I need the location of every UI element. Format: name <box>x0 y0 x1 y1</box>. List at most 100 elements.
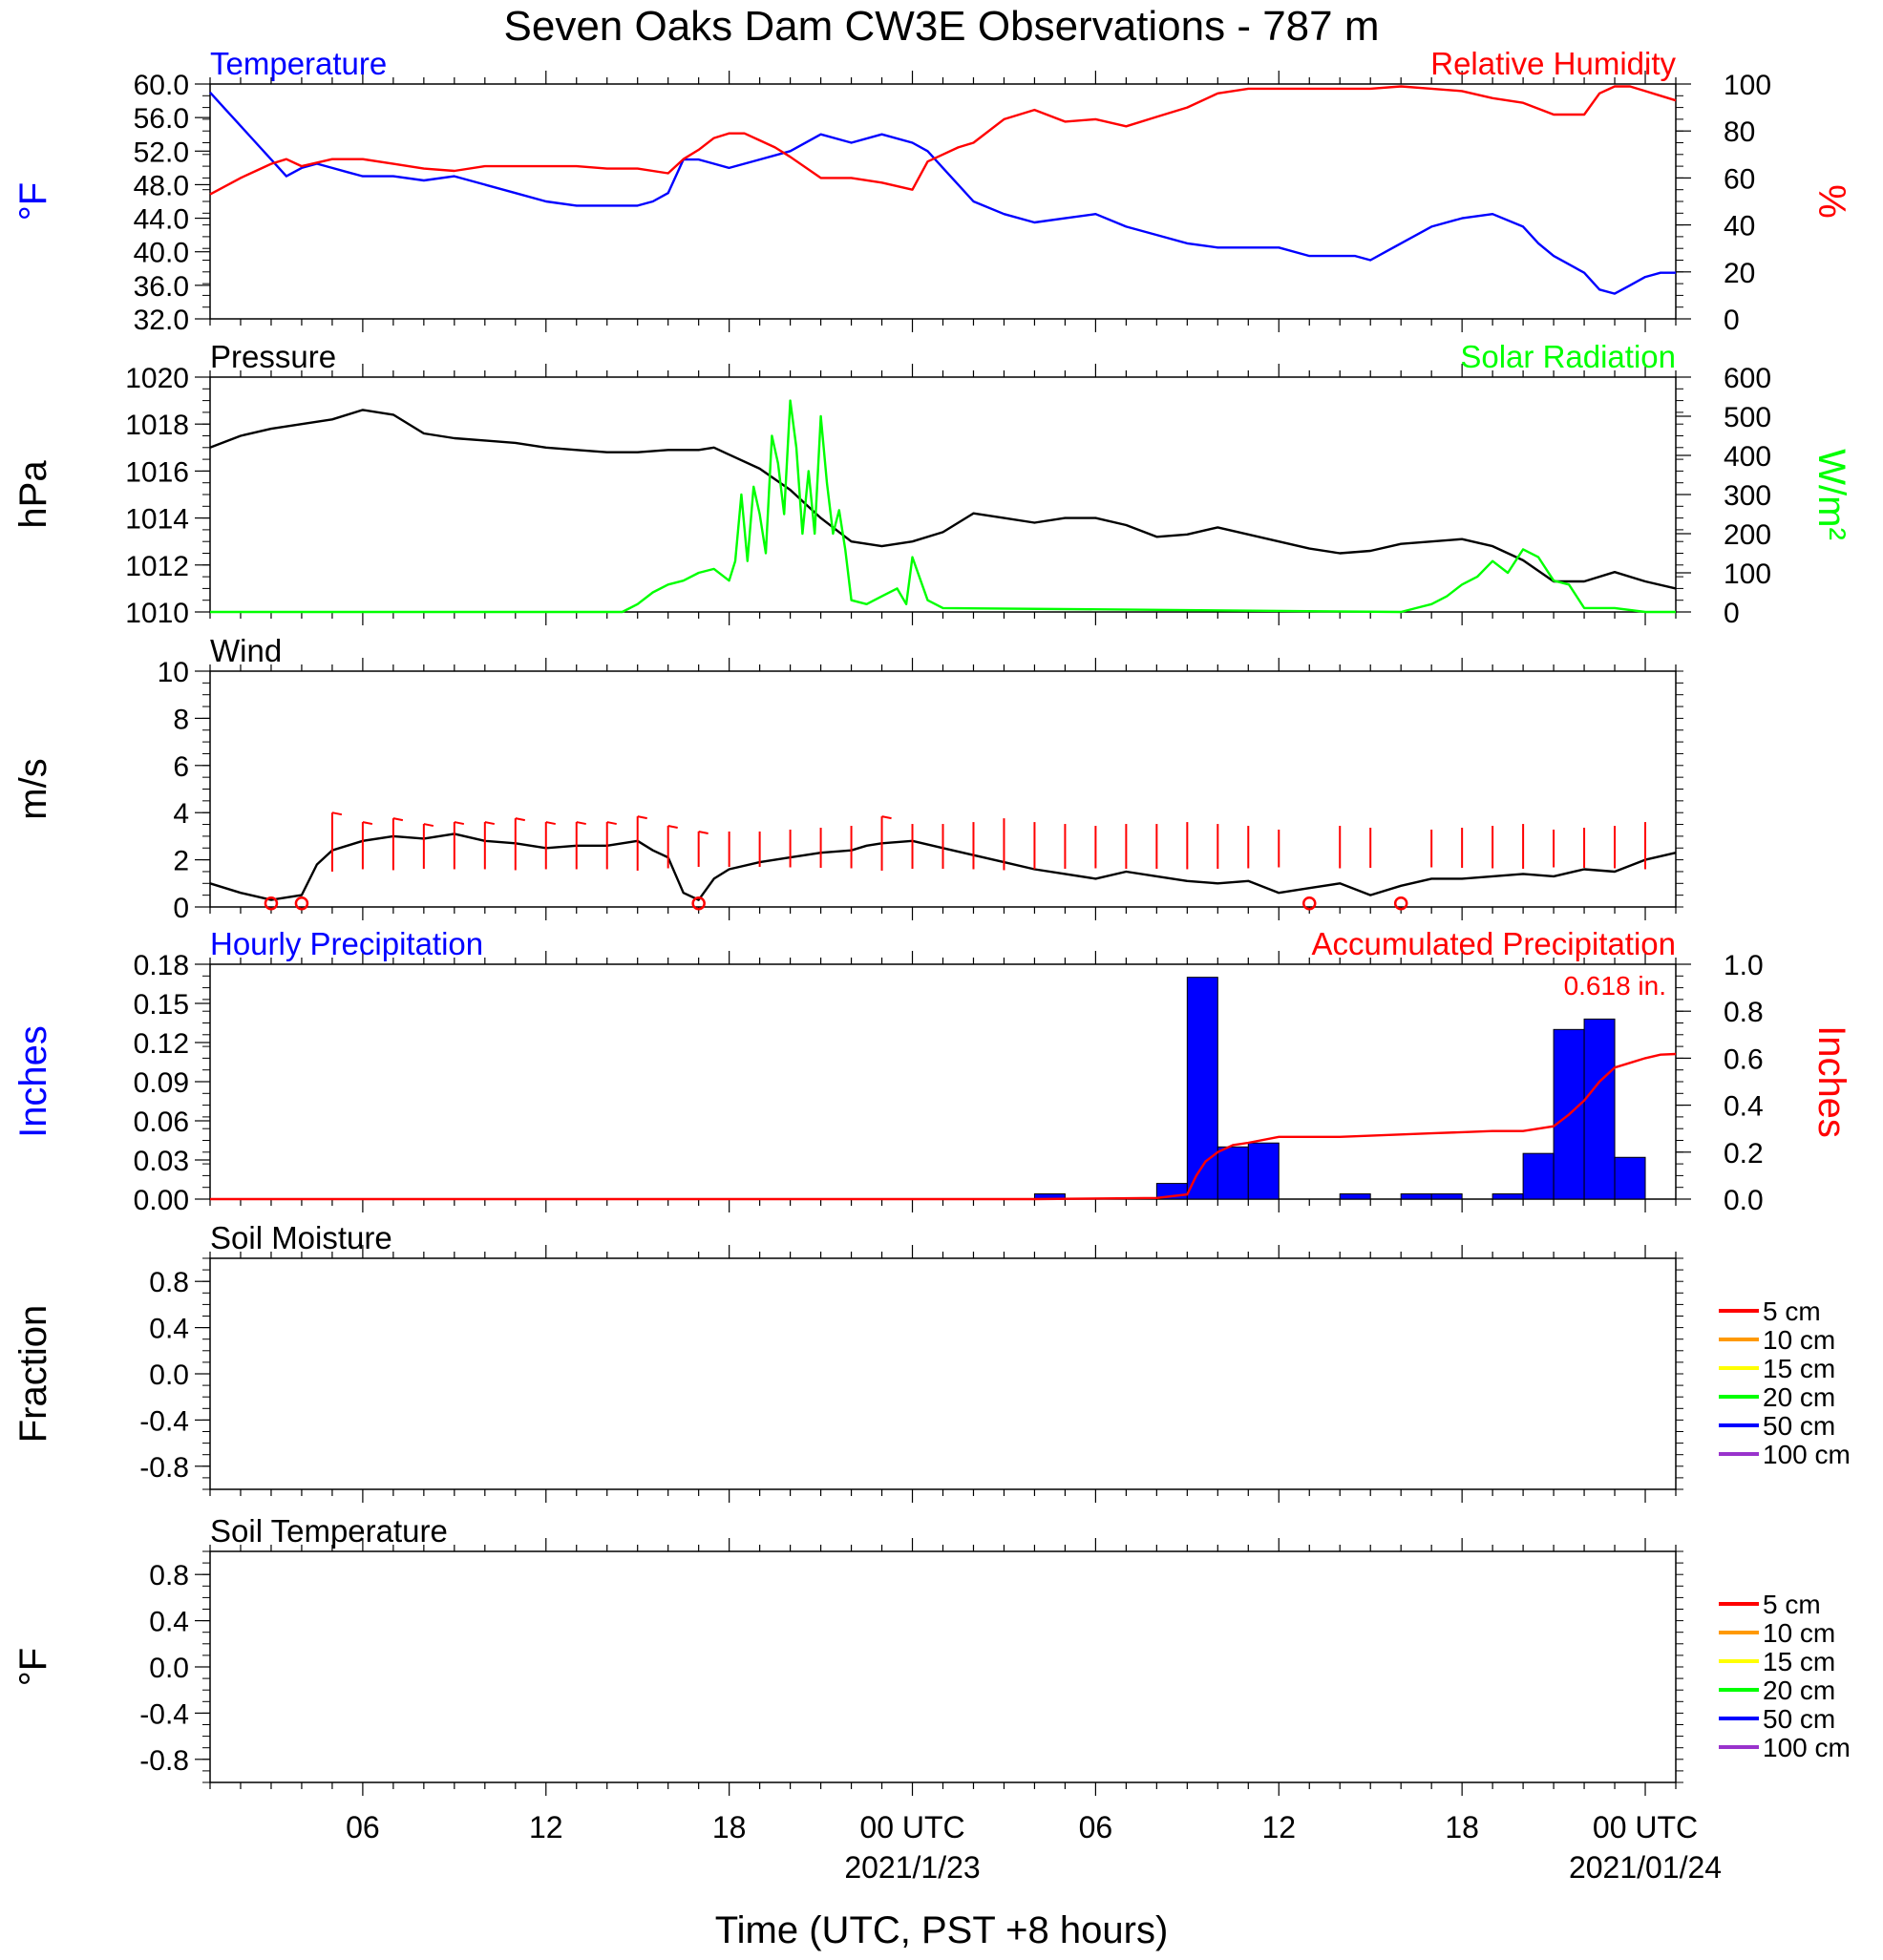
panel-left-title: Soil Temperature <box>210 1513 448 1549</box>
precip-bar <box>1614 1156 1646 1200</box>
panel-temperature-humidity: 32.036.040.044.048.052.056.060.0 0 20 40 60 8… <box>12 46 1852 336</box>
y-tick-label-left: 0.15 <box>134 989 189 1021</box>
wind-barb-feather <box>698 830 709 834</box>
y-axis-label-left: °F <box>12 182 54 221</box>
y-tick-label-left: 0.0 <box>149 1359 189 1391</box>
x-tick-label: 06 <box>1079 1810 1113 1844</box>
x-tick-label: 18 <box>712 1810 747 1844</box>
legend-label: 50 cm <box>1763 1704 1835 1734</box>
y-axis-label-right: % <box>1810 184 1852 219</box>
y-tick-label-left: 0.4 <box>149 1314 189 1345</box>
y-tick-label-left: -0.8 <box>139 1452 189 1484</box>
wind-barb-feather <box>484 821 496 826</box>
x-tick-date-label: 2021/01/24 <box>1569 1850 1722 1885</box>
y-tick-label-left: 0.09 <box>134 1067 189 1099</box>
panel-pressure-solar: 1010 1012 1014 1016 1018 1020 0 100 200 300 400 500… <box>12 339 1852 629</box>
wind-barb-feather <box>881 815 892 820</box>
y-tick-label-left: 1014 <box>125 504 189 536</box>
accumulated-precip-line <box>210 1052 1677 1201</box>
y-tick-label-right: 1.0 <box>1724 950 1764 981</box>
y-axis-label-left: °F <box>12 1648 54 1686</box>
y-tick-label-right: 500 <box>1724 402 1771 433</box>
legend-label: 20 cm <box>1763 1382 1835 1412</box>
y-tick-label-left: 0.00 <box>134 1185 189 1216</box>
panel-left-title: Temperature <box>210 46 387 81</box>
y-tick-label-left: 0 <box>173 893 189 924</box>
y-tick-label-right: 100 <box>1724 558 1771 590</box>
y-tick-label-left: 0.8 <box>149 1560 189 1591</box>
x-axis-label: Time (UTC, PST +8 hours) <box>715 1909 1169 1951</box>
wind-barb-feather <box>423 823 434 828</box>
precip-bar <box>1492 1193 1524 1200</box>
y-axis-label-right: Inches <box>1810 1025 1852 1138</box>
panel-left-title: Pressure <box>210 339 336 374</box>
precip-bar <box>1400 1193 1432 1200</box>
y-tick-label-right: 200 <box>1724 519 1771 551</box>
y-tick-label-right: 60 <box>1724 163 1755 195</box>
y-tick-label-left: 36.0 <box>134 271 189 303</box>
precip-bar <box>1217 1146 1249 1200</box>
wind-barb-feather <box>637 815 647 820</box>
y-tick-label-left: 2 <box>173 846 189 877</box>
legend-label: 5 cm <box>1763 1296 1821 1326</box>
precip-bar <box>1430 1193 1463 1200</box>
y-tick-label-left: 60.0 <box>134 70 189 101</box>
y-axis-label-left: m/s <box>12 758 54 819</box>
figure-title: Seven Oaks Dam CW3E Observations - 787 m <box>504 3 1380 50</box>
y-tick-label-right: 100 <box>1724 70 1771 101</box>
wind-barb-feather <box>576 821 586 826</box>
panel-soil-moisture: -0.8 -0.4 0.0 0.4 0.8 Soil Moisture Fraction 5 … <box>12 1220 1851 1503</box>
y-tick-label-left: 32.0 <box>134 305 189 336</box>
series-line-temperature <box>209 91 1676 295</box>
y-tick-label-left: 1018 <box>125 410 189 441</box>
wind-calm-marker <box>1302 896 1317 911</box>
legend-label: 10 cm <box>1763 1325 1835 1355</box>
y-tick-label-right: 0.8 <box>1724 997 1764 1028</box>
wind-calm-marker <box>1393 896 1408 911</box>
x-tick-label: 12 <box>1261 1810 1296 1844</box>
y-axis-label-left: Inches <box>12 1025 54 1138</box>
x-tick-label: 00 UTC <box>859 1810 964 1844</box>
y-tick-label-left: -0.4 <box>139 1405 189 1437</box>
y-tick-label-right: 0.4 <box>1724 1091 1764 1123</box>
y-tick-label-left: -0.8 <box>139 1745 189 1777</box>
y-tick-label-left: 40.0 <box>134 238 189 269</box>
y-tick-label-right: 80 <box>1724 116 1755 148</box>
series-line-solar-radiation <box>210 399 1676 614</box>
y-tick-label-right: 20 <box>1724 258 1755 289</box>
y-tick-label-right: 0 <box>1724 598 1740 629</box>
y-tick-label-left: 1020 <box>125 363 189 394</box>
time-axis: 06 12 18 00 UTC 2021/1/23 06 12 18 00 UTC 2021/01… <box>346 1810 1722 1885</box>
x-tick-label: 00 UTC <box>1593 1810 1698 1844</box>
panels: 32.036.040.044.048.052.056.060.002040608… <box>12 46 1852 1796</box>
y-tick-label-right: 0.2 <box>1724 1138 1764 1170</box>
panel-precipitation: 0.00 0.03 0.06 0.09 0.12 0.15 0.18 0.0 0.2 0.4 0.6… <box>12 926 1852 1216</box>
y-tick-label-left: 1010 <box>125 598 189 629</box>
series-line-pressure <box>209 409 1677 590</box>
panel-left-title: Wind <box>210 633 282 668</box>
series-line-relative-humidity <box>209 85 1677 196</box>
legend-label: 5 cm <box>1763 1590 1821 1619</box>
y-tick-label-left: 0.8 <box>149 1267 189 1298</box>
panel-left-title: Soil Moisture <box>210 1220 392 1255</box>
y-tick-label-right: 400 <box>1724 441 1771 473</box>
y-tick-label-left: 0.4 <box>149 1607 189 1638</box>
precip-bar <box>1247 1142 1280 1200</box>
precip-bar <box>1583 1018 1616 1200</box>
legend-label: 10 cm <box>1763 1618 1835 1648</box>
x-tick-label: 06 <box>346 1810 380 1844</box>
y-tick-label-left: 0.0 <box>149 1653 189 1684</box>
panel-wind: 0 2 4 6 8 10 Wind m/s <box>12 633 1683 924</box>
wind-barb-feather <box>362 821 373 826</box>
y-tick-label-left: 0.06 <box>134 1106 189 1138</box>
y-tick-label-right: 0 <box>1724 305 1740 336</box>
y-tick-label-right: 600 <box>1724 363 1771 394</box>
legend-label: 100 cm <box>1763 1440 1851 1469</box>
y-tick-label-left: 56.0 <box>134 103 189 135</box>
wind-barb-feather <box>515 817 525 822</box>
y-tick-label-left: 48.0 <box>134 170 189 201</box>
y-tick-label-left: 52.0 <box>134 137 189 168</box>
y-axis-label-left: hPa <box>12 460 54 529</box>
